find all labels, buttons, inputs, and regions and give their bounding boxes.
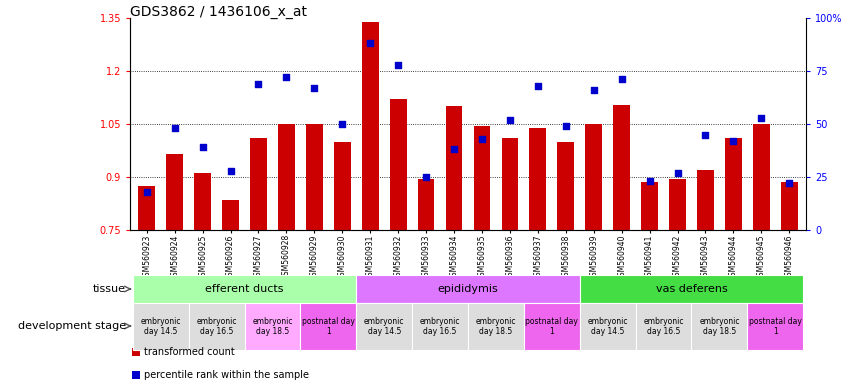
Text: vas deferens: vas deferens bbox=[656, 284, 727, 294]
Bar bbox=[691, 303, 748, 350]
Point bbox=[447, 146, 461, 152]
Bar bbox=[306, 124, 323, 230]
Text: tissue: tissue bbox=[93, 284, 126, 294]
Bar bbox=[188, 303, 245, 350]
Bar bbox=[357, 303, 412, 350]
Bar bbox=[501, 138, 518, 230]
Bar bbox=[245, 303, 300, 350]
Point bbox=[532, 83, 545, 89]
Text: postnatal day
1: postnatal day 1 bbox=[302, 317, 355, 336]
Point bbox=[420, 174, 433, 180]
Bar bbox=[579, 303, 636, 350]
Point bbox=[754, 114, 768, 121]
Text: postnatal day
1: postnatal day 1 bbox=[526, 317, 579, 336]
Bar bbox=[530, 127, 546, 230]
Text: postnatal day
1: postnatal day 1 bbox=[748, 317, 801, 336]
Point bbox=[391, 61, 405, 68]
Text: efferent ducts: efferent ducts bbox=[205, 284, 283, 294]
Bar bbox=[132, 371, 140, 379]
Bar bbox=[133, 275, 357, 303]
Bar bbox=[697, 170, 714, 230]
Bar bbox=[579, 275, 803, 303]
Point bbox=[280, 74, 294, 80]
Text: embryonic
day 16.5: embryonic day 16.5 bbox=[420, 317, 460, 336]
Text: embryonic
day 18.5: embryonic day 18.5 bbox=[476, 317, 516, 336]
Point bbox=[615, 76, 628, 83]
Bar bbox=[389, 99, 406, 230]
Bar bbox=[524, 303, 579, 350]
Bar bbox=[780, 182, 797, 230]
Bar bbox=[250, 138, 267, 230]
Text: percentile rank within the sample: percentile rank within the sample bbox=[145, 370, 309, 380]
Point bbox=[168, 125, 182, 131]
Bar bbox=[585, 124, 602, 230]
Bar bbox=[636, 303, 691, 350]
Point bbox=[671, 170, 685, 176]
Point bbox=[643, 178, 656, 184]
Text: development stage: development stage bbox=[18, 321, 126, 331]
Point bbox=[140, 189, 154, 195]
Text: embryonic
day 14.5: embryonic day 14.5 bbox=[140, 317, 181, 336]
Bar bbox=[132, 348, 140, 356]
Bar bbox=[278, 124, 295, 230]
Text: transformed count: transformed count bbox=[145, 347, 235, 357]
Bar bbox=[300, 303, 357, 350]
Bar bbox=[748, 303, 803, 350]
Point bbox=[475, 136, 489, 142]
Text: embryonic
day 14.5: embryonic day 14.5 bbox=[587, 317, 628, 336]
Text: embryonic
day 16.5: embryonic day 16.5 bbox=[643, 317, 684, 336]
Bar bbox=[357, 275, 579, 303]
Bar bbox=[362, 22, 378, 230]
Text: embryonic
day 18.5: embryonic day 18.5 bbox=[699, 317, 739, 336]
Bar bbox=[641, 182, 658, 230]
Point bbox=[559, 123, 573, 129]
Bar bbox=[558, 142, 574, 230]
Point bbox=[224, 167, 237, 174]
Point bbox=[587, 87, 600, 93]
Bar bbox=[412, 303, 468, 350]
Point bbox=[308, 85, 321, 91]
Bar bbox=[194, 174, 211, 230]
Bar bbox=[418, 179, 435, 230]
Text: epididymis: epididymis bbox=[437, 284, 499, 294]
Text: GDS3862 / 1436106_x_at: GDS3862 / 1436106_x_at bbox=[130, 5, 307, 19]
Bar bbox=[334, 142, 351, 230]
Point bbox=[336, 121, 349, 127]
Point bbox=[727, 138, 740, 144]
Point bbox=[782, 180, 796, 187]
Bar bbox=[473, 126, 490, 230]
Bar bbox=[167, 154, 183, 230]
Point bbox=[363, 40, 377, 46]
Point bbox=[196, 144, 209, 151]
Point bbox=[699, 132, 712, 138]
Point bbox=[251, 81, 265, 87]
Bar bbox=[222, 200, 239, 230]
Bar bbox=[613, 104, 630, 230]
Text: embryonic
day 16.5: embryonic day 16.5 bbox=[196, 317, 237, 336]
Text: embryonic
day 14.5: embryonic day 14.5 bbox=[364, 317, 405, 336]
Text: embryonic
day 18.5: embryonic day 18.5 bbox=[252, 317, 293, 336]
Bar bbox=[468, 303, 524, 350]
Bar bbox=[725, 138, 742, 230]
Bar bbox=[133, 303, 188, 350]
Point bbox=[503, 117, 516, 123]
Bar bbox=[753, 124, 770, 230]
Bar bbox=[446, 106, 463, 230]
Bar bbox=[139, 186, 155, 230]
Bar bbox=[669, 179, 686, 230]
